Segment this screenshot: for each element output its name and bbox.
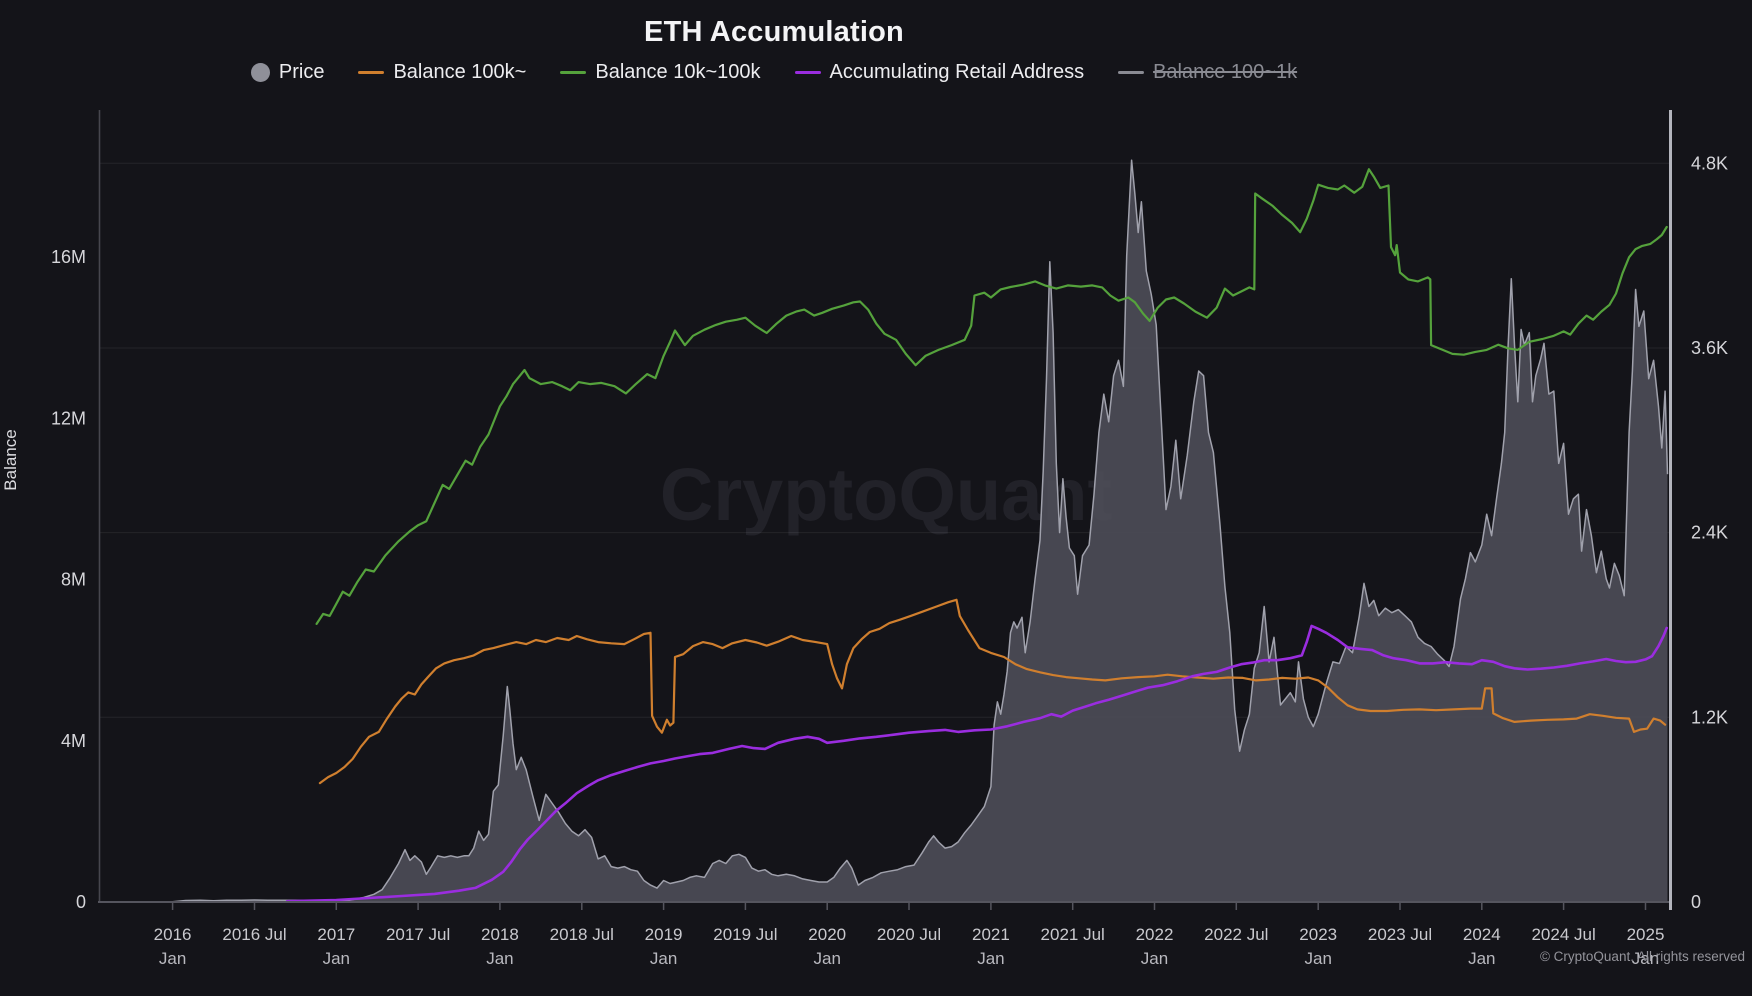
- svg-text:2025: 2025: [1627, 925, 1665, 944]
- legend-label: Accumulating Retail Address: [829, 61, 1085, 83]
- svg-text:2022 Jul: 2022 Jul: [1204, 925, 1268, 944]
- svg-text:2023: 2023: [1299, 925, 1337, 944]
- svg-text:2.4K: 2.4K: [1691, 523, 1728, 543]
- svg-text:Jan: Jan: [1141, 949, 1168, 968]
- svg-text:2020: 2020: [808, 925, 846, 944]
- gridlines: [99, 162, 1670, 718]
- y-axis-left: 0 4M 8M 12M 16M Balance: [1, 247, 86, 912]
- svg-text:2021 Jul: 2021 Jul: [1041, 925, 1105, 944]
- svg-text:2017: 2017: [317, 925, 355, 944]
- svg-text:2024: 2024: [1463, 925, 1501, 944]
- svg-text:4M: 4M: [61, 731, 86, 751]
- balance-100k-line: [318, 598, 1667, 785]
- svg-text:3.6K: 3.6K: [1691, 338, 1728, 358]
- accumulating-retail-line: [285, 624, 1668, 903]
- svg-text:2016 Jul: 2016 Jul: [222, 925, 286, 944]
- watermark: CryptoQuant: [660, 453, 1112, 536]
- svg-text:16M: 16M: [51, 247, 86, 267]
- svg-text:Jan: Jan: [159, 949, 186, 968]
- line-marker-icon: [358, 71, 385, 74]
- circle-marker-icon: [250, 63, 270, 82]
- price-area-series: [99, 159, 1669, 903]
- svg-text:2021: 2021: [972, 925, 1010, 944]
- svg-text:2017 Jul: 2017 Jul: [386, 925, 450, 944]
- svg-text:12M: 12M: [51, 408, 86, 428]
- svg-text:2022: 2022: [1136, 925, 1174, 944]
- svg-text:Jan: Jan: [977, 949, 1004, 968]
- legend-item-balance-100-1k[interactable]: Balance 100~1k: [1118, 61, 1297, 84]
- svg-text:2019 Jul: 2019 Jul: [713, 925, 777, 944]
- x-axis: 2016 Jan 2016 Jul 2017 Jan 2017 Jul 2018 Jan 201…: [154, 903, 1665, 968]
- svg-text:2023 Jul: 2023 Jul: [1368, 925, 1432, 944]
- svg-text:Jan: Jan: [486, 949, 513, 968]
- svg-text:Jan: Jan: [1468, 949, 1495, 968]
- svg-text:8M: 8M: [61, 570, 86, 590]
- svg-text:Jan: Jan: [1304, 949, 1331, 968]
- svg-text:2016: 2016: [154, 925, 192, 944]
- svg-text:4.8K: 4.8K: [1691, 153, 1728, 173]
- y-axis-title: Balance: [1, 429, 20, 490]
- svg-text:2018: 2018: [481, 925, 519, 944]
- line-marker-icon: [560, 71, 587, 74]
- legend-label: Price: [278, 61, 325, 83]
- axes: [98, 110, 1672, 910]
- svg-text:Jan: Jan: [1632, 949, 1659, 968]
- svg-text:Jan: Jan: [323, 949, 350, 968]
- svg-text:1.2K: 1.2K: [1691, 707, 1728, 727]
- legend-item-balance-10k-100k[interactable]: Balance 10k~100k: [560, 61, 761, 84]
- line-marker-icon: [794, 71, 821, 74]
- legend-label: Balance 100~1k: [1153, 61, 1298, 83]
- svg-text:2019: 2019: [645, 925, 683, 944]
- legend-item-price[interactable]: Price: [250, 61, 325, 84]
- legend-item-balance-100k[interactable]: Balance 100k~: [358, 61, 526, 84]
- svg-text:2018 Jul: 2018 Jul: [550, 925, 614, 944]
- chart-title: ETH Accumulation: [644, 16, 904, 48]
- legend-label: Balance 100k~: [393, 61, 527, 83]
- line-marker-icon: [1118, 71, 1145, 74]
- copyright-text: © CryptoQuant. All rights reserved: [1539, 949, 1745, 964]
- svg-text:0: 0: [76, 892, 86, 912]
- svg-text:2024 Jul: 2024 Jul: [1531, 925, 1595, 944]
- legend: Price Balance 100k~ Balance 10k~100k Accumu…: [0, 61, 1548, 84]
- legend-item-accumulating-retail-address[interactable]: Accumulating Retail Address: [794, 61, 1085, 84]
- svg-text:2020 Jul: 2020 Jul: [877, 925, 941, 944]
- y-axis-right: 0 1.2K 2.4K 3.6K 4.8K: [1691, 153, 1728, 912]
- svg-text:0: 0: [1691, 892, 1701, 912]
- legend-label: Balance 10k~100k: [595, 61, 761, 83]
- svg-text:Jan: Jan: [650, 949, 677, 968]
- svg-text:Jan: Jan: [813, 949, 840, 968]
- balance-10k-100k-line: [315, 168, 1668, 626]
